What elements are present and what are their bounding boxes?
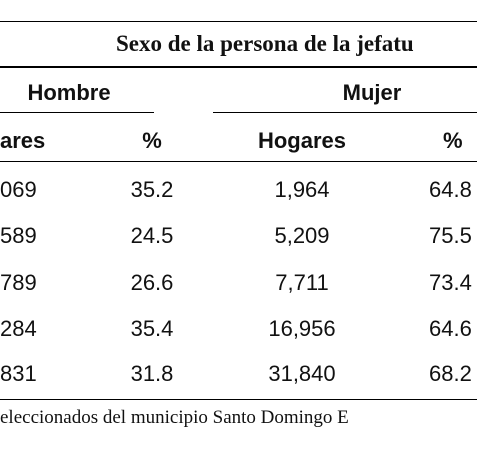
column-header-female-households: Hogares: [257, 128, 347, 153]
table-footnote: eleccionados del municipio Santo Domingo…: [0, 407, 349, 428]
cell-male-percent: 26.6: [130, 270, 174, 295]
cell-male-households: 789: [0, 270, 37, 295]
group-rule-female: [213, 112, 477, 113]
cell-male-percent: 24.5: [130, 223, 174, 248]
cell-male-households: 589: [0, 223, 37, 248]
group-rule-male: [0, 112, 154, 113]
cell-female-households: 16,956: [268, 316, 336, 341]
top-rule: [0, 21, 477, 22]
cell-female-households: 5,209: [274, 223, 330, 248]
cell-male-households: 069: [0, 177, 37, 202]
cell-female-households: 31,840: [268, 361, 336, 386]
column-header-female-percent: %: [443, 128, 463, 153]
cell-female-percent: 73.4: [429, 270, 472, 295]
title-rule: [0, 66, 477, 68]
cell-male-percent: 31.8: [130, 361, 174, 386]
cell-female-households: 1,964: [274, 177, 330, 202]
cell-male-households: 831: [0, 361, 37, 386]
column-header-male-households: ares: [0, 128, 46, 153]
group-header-male: Hombre: [27, 80, 111, 105]
cell-female-percent: 68.2: [429, 361, 472, 386]
cell-male-percent: 35.4: [130, 316, 174, 341]
cell-female-percent: 64.6: [429, 316, 472, 341]
cell-female-percent: 64.8: [429, 177, 472, 202]
cell-male-households: 284: [0, 316, 37, 341]
cell-male-percent: 35.2: [130, 177, 174, 202]
table-title: Sexo de la persona de la jefatu: [116, 31, 414, 56]
cell-female-households: 7,711: [275, 270, 329, 295]
group-header-female: Mujer: [342, 80, 402, 105]
header-rule: [0, 161, 477, 162]
column-header-male-percent: %: [142, 128, 162, 153]
body-bottom-rule: [0, 399, 477, 400]
cell-female-percent: 75.5: [429, 223, 472, 248]
